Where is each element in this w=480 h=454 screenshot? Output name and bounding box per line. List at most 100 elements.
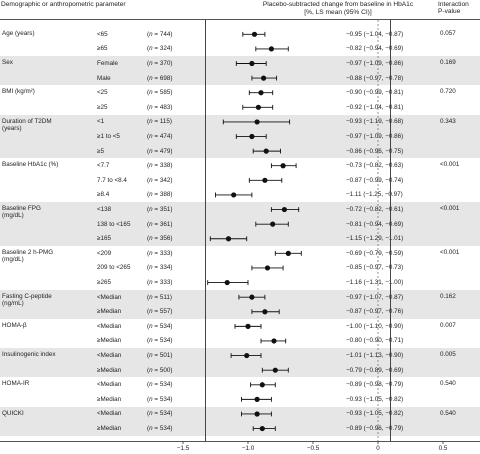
subgroup-label: Female — [97, 59, 118, 67]
group-label-line: (years) — [2, 124, 22, 132]
n-symbol: n — [149, 220, 153, 228]
subgroup-label: ≥8.4 — [97, 191, 110, 199]
n-value: 534 — [159, 322, 171, 330]
n-symbol: n — [149, 264, 153, 272]
n-value: 534 — [159, 381, 171, 389]
n-value: 483 — [159, 103, 171, 111]
ci-text: −0.88 (−0.97, −0.78) — [346, 74, 404, 82]
sample-size: (n = 370) — [147, 59, 173, 67]
n-symbol: n — [149, 410, 153, 418]
subgroup-label: 209 to <265 — [97, 264, 131, 272]
group-label: BMI (kg/m²) — [2, 88, 84, 95]
header-pvalue-line1: Interaction — [438, 1, 469, 8]
interaction-p-value: 0.540 — [440, 409, 456, 417]
point-estimate — [259, 425, 265, 432]
sample-size: (n = 388) — [147, 191, 173, 199]
sample-size: (n = 324) — [147, 45, 173, 53]
ci-text: −1.01 (−1.13, −0.90) — [346, 351, 404, 359]
group-label: HOMA-β — [2, 322, 84, 329]
n-value: 388 — [159, 191, 171, 199]
n-value: 361 — [159, 220, 171, 228]
interaction-p-value: 0.057 — [440, 30, 456, 37]
header-effect-line2: [%, LS mean (95% CI)] — [304, 8, 372, 16]
subgroup-label: <7.7 — [97, 162, 110, 170]
group-label: HOMA-IR — [2, 380, 84, 387]
n-symbol: n — [149, 322, 153, 330]
ci-text: −0.81 (−0.94, −0.69) — [346, 220, 404, 228]
sample-size: (n = 338) — [147, 162, 173, 170]
subgroup-label: <Median — [97, 351, 122, 359]
point-estimate — [224, 279, 230, 286]
interaction-p-value: <0.001 — [440, 161, 460, 169]
sample-size: (n = 744) — [147, 30, 173, 38]
subgroup-label: 7.7 to <8.4 — [97, 176, 127, 184]
n-symbol: n — [149, 176, 153, 184]
group-band — [0, 406, 480, 436]
ci-text: −0.97 (−1.09, −0.86) — [346, 59, 404, 67]
header-rule — [0, 19, 480, 20]
ci-text: −0.93 (−1.05, −0.82) — [346, 395, 404, 403]
n-symbol: n — [149, 162, 153, 170]
ci-text: −0.95 (−1.04, −0.87) — [346, 30, 404, 38]
sample-size: (n = 534) — [147, 424, 173, 432]
subgroup-label: <1 — [97, 118, 105, 126]
subgroup-label: Male — [97, 74, 111, 82]
subgroup-label: ≥25 — [97, 103, 108, 111]
ci-text: −0.87 (−0.99, −0.74) — [346, 176, 404, 184]
subgroup-label: ≥Median — [97, 395, 122, 403]
point-estimate — [258, 90, 264, 96]
ci-text: −1.11 (−1.25, −0.97) — [346, 191, 403, 199]
subgroup-label: ≥1 to <5 — [97, 132, 120, 140]
sample-size: (n = 511) — [147, 293, 172, 301]
point-estimate — [280, 163, 286, 169]
n-symbol: n — [149, 191, 153, 199]
point-estimate — [249, 60, 255, 67]
subgroup-label: ≥Median — [97, 366, 122, 374]
ci-text: −0.89 (−0.98, −0.79) — [346, 381, 404, 389]
subgroup-label: ≥Median — [97, 308, 122, 316]
group-label: Sex — [2, 59, 84, 66]
interaction-p-value: 0.720 — [440, 88, 456, 96]
n-symbol: n — [149, 424, 153, 432]
n-value: 534 — [159, 410, 171, 418]
n-symbol: n — [149, 337, 153, 345]
n-symbol: n — [149, 308, 153, 316]
ci-text: −0.97 (−1.07, −0.87) — [346, 293, 404, 301]
sample-size: (n = 501) — [147, 351, 173, 359]
group-band — [0, 289, 480, 320]
n-value: 501 — [159, 351, 171, 359]
n-value: 342 — [159, 176, 171, 184]
point-estimate — [261, 75, 267, 81]
subgroup-label: ≥5 — [97, 147, 104, 155]
n-value: 585 — [159, 89, 171, 97]
group-label-line: (mg/dL) — [2, 212, 24, 220]
interaction-p-value: 0.343 — [440, 117, 456, 125]
group-label: Duration of T2DM (years) — [2, 118, 84, 132]
ci-text: −0.72 (−0.82, −0.61) — [346, 205, 404, 213]
n-value: 338 — [159, 162, 171, 170]
sample-size: (n = 534) — [147, 322, 173, 330]
ci-text: −0.92 (−1.04, −0.81) — [346, 103, 404, 111]
group-label: Baseline 2 h-PMG (mg/dL) — [2, 249, 84, 263]
group-label: QUICKI — [2, 410, 84, 417]
n-value: 115 — [159, 118, 170, 126]
interaction-p-value: 0.005 — [440, 351, 456, 359]
point-estimate — [271, 338, 277, 344]
group-label-line: Fasting C-peptide — [2, 292, 52, 300]
subgroup-label: 138 to <165 — [97, 220, 131, 228]
subgroup-label: ≥165 — [97, 235, 111, 243]
n-value: 534 — [159, 424, 171, 432]
n-symbol: n — [149, 74, 153, 82]
sample-size: (n = 483) — [147, 103, 173, 111]
group-label: Baseline FPG (mg/dL) — [2, 205, 84, 219]
group-band — [0, 348, 480, 378]
n-value: 534 — [159, 337, 171, 345]
ci-text: −0.86 (−0.96, −0.75) — [346, 147, 404, 155]
group-label-line: Baseline FPG — [2, 205, 41, 213]
sample-size: (n = 557) — [147, 308, 173, 316]
point-estimate — [264, 265, 271, 271]
axis-tick-label: −1.0 — [241, 445, 255, 452]
interaction-p-value: 0.162 — [440, 292, 456, 300]
point-estimate — [262, 309, 268, 315]
